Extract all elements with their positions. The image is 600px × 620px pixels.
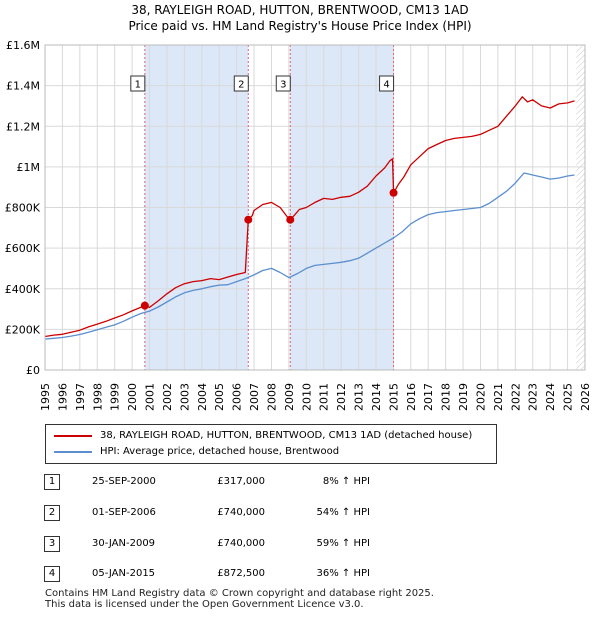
x-tick-label: 2004 [196,383,209,411]
x-tick-label: 2001 [144,383,157,411]
sale-point [286,215,295,224]
legend-swatch-hpi [54,451,92,453]
sale-date: 25-SEP-2000 [92,476,156,487]
sale-date: 30-JAN-2009 [92,538,156,549]
sale-point [389,188,398,197]
sale-marker-box [233,75,249,92]
x-tick-label: 2017 [422,383,435,411]
x-tick-label: 1998 [91,383,104,411]
x-tick-label: 2023 [527,383,540,411]
x-tick-label: 2014 [370,383,383,411]
sale-marker-label: 4 [383,80,389,91]
y-tick-label: £1.6M [6,39,40,52]
sale-price: £872,500 [217,568,265,579]
table-row: 4 05-JAN-2015 £872,500 36% ↑ HPI [0,566,600,586]
x-tick-label: 2016 [405,383,418,411]
x-tick-label: 1996 [56,383,69,411]
x-tick-label: 2009 [283,383,296,411]
x-tick-label: 2012 [335,383,348,411]
legend-label-hpi: HPI: Average price, detached house, Bren… [100,446,340,457]
sale-point [244,215,253,224]
x-tick-label: 2024 [544,383,557,411]
x-tick-label: 2000 [126,383,139,411]
y-tick-label: £600K [5,242,41,255]
x-tick-label: 2018 [440,383,453,411]
sale-hpi-change: 59% ↑ HPI [316,538,370,549]
chart-title-line1: 38, RAYLEIGH ROAD, HUTTON, BRENTWOOD, CM… [131,3,469,17]
x-tick-label: 2002 [161,383,174,411]
x-tick-label: 2015 [387,383,400,411]
sale-date: 01-SEP-2006 [92,507,156,518]
y-tick-label: £0 [26,364,40,377]
sale-number-badge: 4 [44,566,60,582]
x-tick-label: 2026 [579,383,592,411]
x-tick-label: 2007 [248,383,261,411]
sale-number-badge: 3 [44,536,60,552]
legend-swatch-property [54,435,92,437]
y-tick-label: £400K [5,283,41,296]
sale-marker-box [275,75,291,92]
sale-marker-box [130,75,146,92]
legend-label-property: 38, RAYLEIGH ROAD, HUTTON, BRENTWOOD, CM… [100,430,473,441]
sale-number-badge: 2 [44,505,60,521]
x-tick-label: 2019 [457,383,470,411]
sale-hpi-change: 8% ↑ HPI [322,476,370,487]
y-tick-label: £800K [5,202,41,215]
x-tick-label: 2008 [265,383,278,411]
footer: Contains HM Land Registry data © Crown c… [45,588,434,610]
x-tick-label: 2025 [562,383,575,411]
legend: 38, RAYLEIGH ROAD, HUTTON, BRENTWOOD, CM… [45,424,497,464]
price-chart: 1 2 3 4 £0 £200K £400K £600K £800K £1M £1.2M £1.4M… [5,39,592,411]
table-row: 3 30-JAN-2009 £740,000 59% ↑ HPI [0,536,600,556]
footer-copyright: Contains HM Land Registry data © Crown c… [45,588,434,599]
x-tick-label: 2020 [474,383,487,411]
series-line [44,172,575,340]
x-tick-label: 2011 [318,383,331,411]
x-tick-label: 1999 [109,383,122,411]
plot-frame [44,44,586,371]
sale-price: £740,000 [217,538,265,549]
y-tick-label: £1M [17,161,41,174]
sale-hpi-change: 54% ↑ HPI [316,507,370,518]
sale-hpi-change: 36% ↑ HPI [316,568,370,579]
sale-price: £740,000 [217,507,265,518]
x-tick-label: 2021 [492,383,505,411]
footer-licence: This data is licensed under the Open Gov… [45,599,364,610]
x-tick-label: 1997 [74,383,87,411]
sale-number-badge: 1 [44,474,60,490]
sale-marker-box [379,75,395,92]
x-tick-label: 1995 [39,383,52,411]
sale-price: £317,000 [217,476,265,487]
x-tick-label: 2013 [353,383,366,411]
sale-marker-label: 3 [280,80,286,91]
sale-marker-label: 1 [135,80,141,91]
x-tick-label: 2003 [178,383,191,411]
x-tick-label: 2005 [213,383,226,411]
x-tick-label: 2022 [509,383,522,411]
x-tick-label: 2010 [300,383,313,411]
table-row: 1 25-SEP-2000 £317,000 8% ↑ HPI [0,474,600,494]
sale-point [140,301,149,310]
chart-title-line2: Price paid vs. HM Land Registry's House … [128,19,472,33]
x-tick-label: 2006 [231,383,244,411]
sale-marker-label: 2 [238,80,244,91]
table-row: 2 01-SEP-2006 £740,000 54% ↑ HPI [0,505,600,525]
y-tick-label: £1.2M [6,120,40,133]
y-tick-label: £1.4M [6,80,40,93]
y-tick-label: £200K [5,323,41,336]
sale-date: 05-JAN-2015 [92,568,156,579]
